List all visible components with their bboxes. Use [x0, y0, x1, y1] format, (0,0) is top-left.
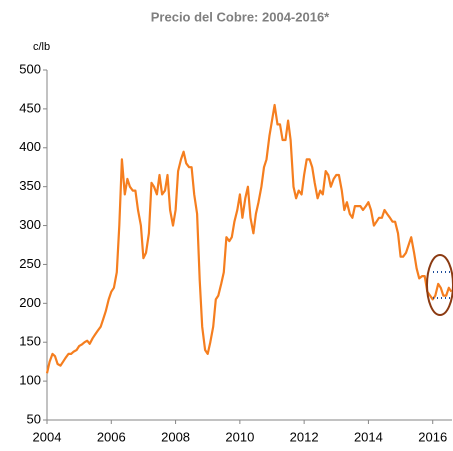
- y-tick-label: 300: [19, 217, 41, 232]
- x-tick-label: 2004: [33, 429, 62, 444]
- y-tick-label: 150: [19, 334, 41, 349]
- price-line: [45, 103, 453, 374]
- x-tick-label: 2006: [97, 429, 126, 444]
- y-tick-label: 450: [19, 100, 41, 115]
- y-tick-label: 350: [19, 178, 41, 193]
- y-tick-label: 50: [27, 411, 41, 426]
- y-tick-label: 200: [19, 295, 41, 310]
- x-tick-label: 2012: [290, 429, 319, 444]
- x-tick-label: 2008: [161, 429, 190, 444]
- chart-title: Precio del Cobre: 2004-2016*: [151, 9, 330, 24]
- x-tick-label: 2016: [418, 429, 447, 444]
- annotation-circle: [426, 254, 453, 316]
- y-tick-label: 500: [19, 61, 41, 76]
- y-tick-label: 250: [19, 256, 41, 271]
- y-tick-label: 100: [19, 373, 41, 388]
- y-axis-label: c/lb: [33, 41, 50, 53]
- x-tick-label: 2010: [225, 429, 254, 444]
- y-tick-label: 400: [19, 139, 41, 154]
- x-tick-label: 2014: [354, 429, 383, 444]
